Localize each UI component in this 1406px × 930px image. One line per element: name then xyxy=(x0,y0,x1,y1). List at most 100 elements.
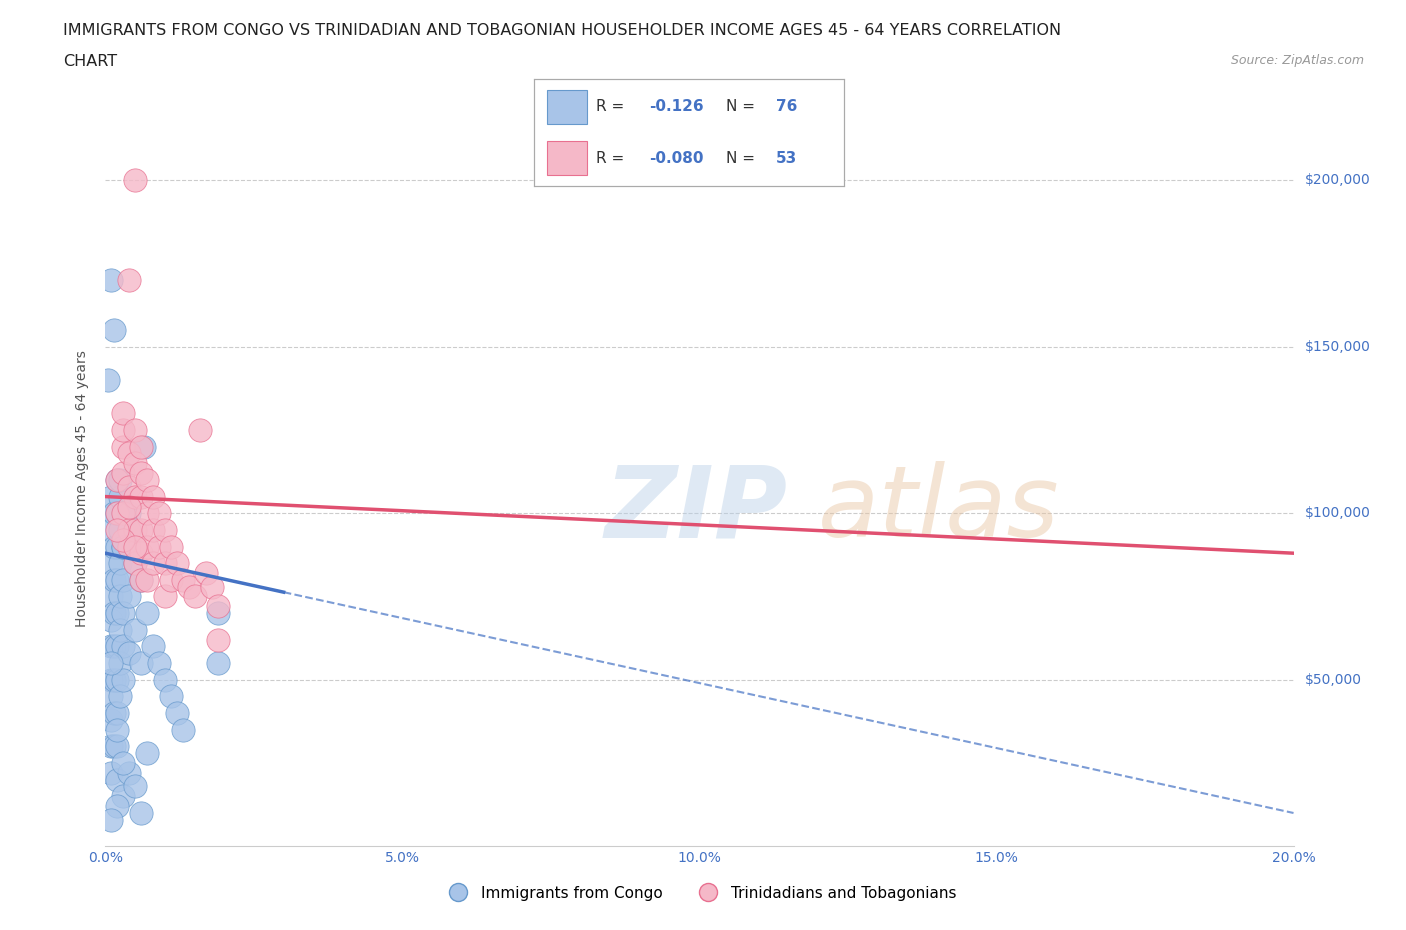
Point xyxy=(110,472,132,487)
Text: -0.080: -0.080 xyxy=(648,151,703,166)
Point xyxy=(129,572,152,587)
Point xyxy=(103,506,125,521)
Point xyxy=(201,579,224,594)
Point xyxy=(190,422,212,437)
Point xyxy=(100,812,122,827)
Point xyxy=(112,466,135,481)
Text: CHART: CHART xyxy=(63,54,117,69)
Point xyxy=(207,605,229,620)
Point xyxy=(153,556,176,571)
Point xyxy=(105,472,128,487)
Point xyxy=(105,639,128,654)
Point xyxy=(166,706,188,721)
Point xyxy=(100,739,122,754)
Point xyxy=(105,506,128,521)
Point xyxy=(105,572,128,587)
Text: $50,000: $50,000 xyxy=(1305,672,1361,686)
Point xyxy=(110,689,132,704)
Point xyxy=(124,456,146,471)
Point xyxy=(112,672,135,687)
Point xyxy=(105,739,128,754)
Point xyxy=(100,712,122,727)
Point xyxy=(124,422,146,437)
Point xyxy=(112,789,135,804)
Point xyxy=(118,539,141,554)
Point xyxy=(105,672,128,687)
Point xyxy=(97,373,120,388)
Point xyxy=(124,73,146,87)
Point xyxy=(112,539,135,554)
Text: $150,000: $150,000 xyxy=(1305,339,1371,353)
Point xyxy=(118,479,141,494)
Text: R =: R = xyxy=(596,100,630,114)
Point xyxy=(112,539,135,554)
Point xyxy=(105,523,128,538)
Point xyxy=(118,765,141,780)
Point xyxy=(100,689,122,704)
Point xyxy=(124,556,146,571)
Point xyxy=(112,572,135,587)
Point xyxy=(207,599,229,614)
Point xyxy=(103,539,125,554)
Point xyxy=(110,656,132,671)
Point xyxy=(129,523,152,538)
Point xyxy=(136,572,159,587)
Y-axis label: Householder Income Ages 45 - 64 years: Householder Income Ages 45 - 64 years xyxy=(76,350,90,627)
Point xyxy=(136,746,159,761)
Point xyxy=(124,523,146,538)
Point xyxy=(118,523,141,538)
Point xyxy=(124,489,146,504)
Point xyxy=(110,523,132,538)
Point xyxy=(103,672,125,687)
Point xyxy=(112,755,135,770)
Point xyxy=(112,605,135,620)
Point xyxy=(172,572,194,587)
Point xyxy=(142,556,165,571)
Point xyxy=(136,605,159,620)
Text: Source: ZipAtlas.com: Source: ZipAtlas.com xyxy=(1230,54,1364,67)
Point xyxy=(129,572,152,587)
Text: IMMIGRANTS FROM CONGO VS TRINIDADIAN AND TOBAGONIAN HOUSEHOLDER INCOME AGES 45 -: IMMIGRANTS FROM CONGO VS TRINIDADIAN AND… xyxy=(63,23,1062,38)
Point xyxy=(105,706,128,721)
Text: ZIP: ZIP xyxy=(605,461,787,558)
Point xyxy=(207,656,229,671)
Point xyxy=(159,689,181,704)
Point xyxy=(153,523,176,538)
Point xyxy=(153,672,176,687)
Point xyxy=(148,506,170,521)
Text: 76: 76 xyxy=(776,100,797,114)
Point xyxy=(105,799,128,814)
Point xyxy=(177,579,200,594)
Point xyxy=(159,539,181,554)
Point xyxy=(103,706,125,721)
Point xyxy=(110,556,132,571)
Point xyxy=(118,499,141,514)
Point xyxy=(100,639,122,654)
Point xyxy=(103,572,125,587)
Point xyxy=(103,639,125,654)
Point xyxy=(103,739,125,754)
Point xyxy=(166,556,188,571)
Point xyxy=(112,533,135,548)
Point xyxy=(148,539,170,554)
Point xyxy=(129,439,152,454)
Point xyxy=(183,589,205,604)
Point xyxy=(118,506,141,521)
Point xyxy=(112,405,135,420)
Point xyxy=(103,605,125,620)
Point xyxy=(124,539,146,554)
Legend: Immigrants from Congo, Trinidadians and Tobagonians: Immigrants from Congo, Trinidadians and … xyxy=(436,880,963,907)
Point xyxy=(110,622,132,637)
Point xyxy=(142,489,165,504)
Point xyxy=(105,605,128,620)
Point xyxy=(124,779,146,794)
Point xyxy=(132,439,155,454)
Text: R =: R = xyxy=(596,151,630,166)
Bar xyxy=(547,141,586,175)
Point xyxy=(118,445,141,460)
Point xyxy=(195,565,218,580)
Point xyxy=(124,556,146,571)
Point xyxy=(112,439,135,454)
Point xyxy=(124,173,146,188)
Text: $200,000: $200,000 xyxy=(1305,173,1371,187)
